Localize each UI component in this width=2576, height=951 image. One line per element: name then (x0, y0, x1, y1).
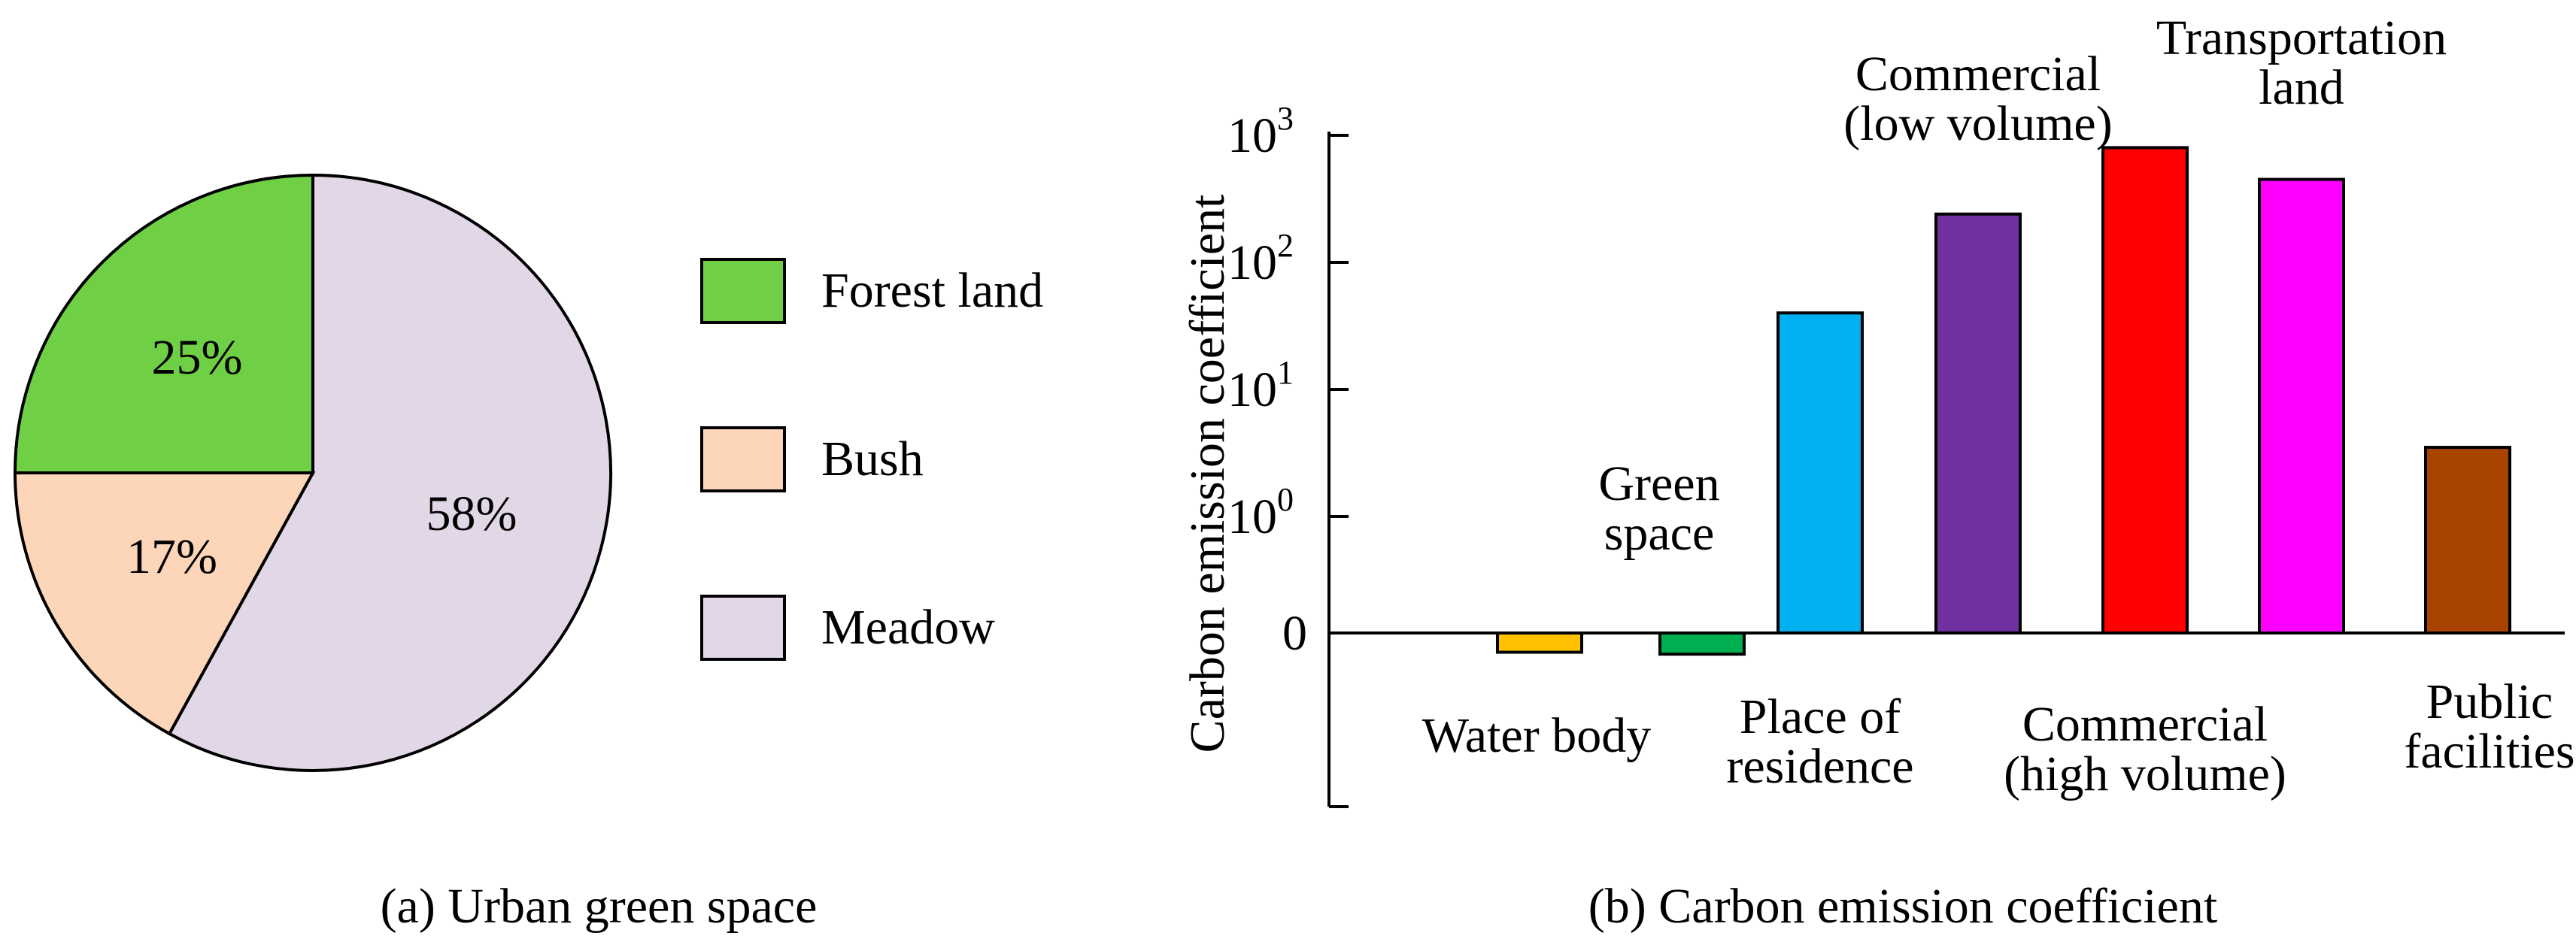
bar-commercial-high-volume (2101, 146, 2189, 635)
bar-label-transportation-land: Transportation land (2156, 11, 2447, 115)
pie-label-forest-land: 25% (151, 330, 242, 385)
bar-label-public-facilities: Public facilities (2404, 674, 2574, 779)
legend-swatch-meadow (700, 595, 786, 661)
y-tick-label: 103 (1227, 100, 1294, 163)
bar-public-facilities (2424, 446, 2511, 635)
pie-legend: Forest land Bush Meadow (700, 258, 1043, 661)
pie-label-meadow: 58% (426, 486, 517, 541)
legend-label-bush: Bush (821, 432, 924, 486)
caption-b: (b) Carbon emission coefficient (1588, 879, 2217, 934)
bar-label-water-body: Water body (1422, 708, 1651, 763)
legend-item-bush: Bush (700, 426, 924, 492)
pie-slice-bush (13, 471, 316, 736)
bar-label-place-of-residence: Place of residence (1726, 689, 1913, 794)
bar-label-green-space: Green space (1598, 456, 1719, 561)
bar-label-commercial-low-volume: Commercial (low volume) (1843, 47, 2112, 151)
bar-commercial-low-volume (1934, 212, 2022, 635)
pie-chart: 58% 17% 25% (13, 173, 612, 772)
caption-a: (a) Urban green space (381, 879, 818, 934)
bar-label-commercial-high-volume: Commercial (high volume) (2004, 697, 2286, 801)
legend-swatch-forest-land (700, 258, 786, 324)
bar-labels: Water body Green space Place of residence Com… (1422, 11, 2575, 801)
pie-slice-meadow (167, 173, 612, 772)
bar-place-of-residence (1776, 311, 1864, 635)
legend-label-meadow: Meadow (821, 600, 995, 655)
legend-label-forest-land: Forest land (821, 263, 1043, 318)
pie-slice-forest-land (13, 173, 314, 474)
bar-water-body (1496, 631, 1583, 654)
y-tick-label: 101 (1227, 354, 1294, 417)
y-ticks: 0 100 101 102 103 (1227, 100, 1349, 661)
pie-labels: 58% 17% 25% (126, 330, 517, 584)
bars (1496, 146, 2511, 656)
y-axis-label: Carbon emission coefficient (1180, 195, 1235, 753)
bar-chart: Carbon emission coefficient 0 100 101 102 10… (1180, 11, 2575, 808)
legend-item-forest-land: Forest land (700, 258, 1043, 324)
legend-swatch-bush (700, 426, 786, 492)
y-tick-label: 0 (1282, 606, 1307, 661)
pie-label-bush: 17% (126, 529, 217, 584)
y-tick-label: 102 (1227, 227, 1294, 290)
bar-green-space (1658, 631, 1746, 656)
pie-slices (13, 173, 612, 772)
y-tick-label: 100 (1227, 481, 1294, 544)
legend-item-meadow: Meadow (700, 595, 995, 661)
bar-transportation-land (2258, 177, 2345, 635)
